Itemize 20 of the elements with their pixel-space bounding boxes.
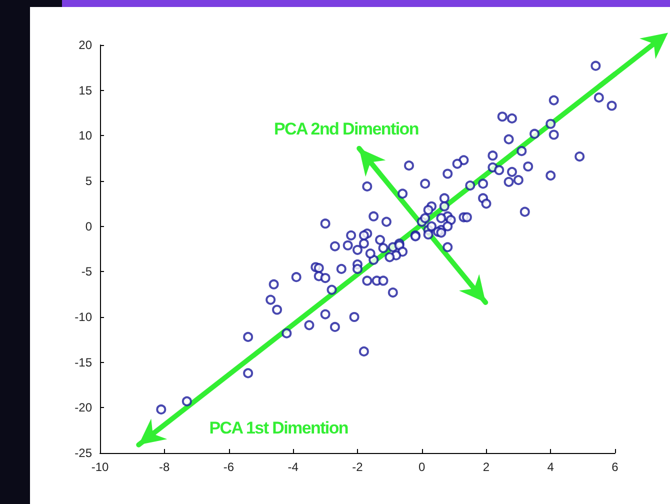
- y-tick-label: -5: [81, 264, 92, 279]
- y-tick-label: 20: [78, 38, 92, 52]
- y-tick-label: -25: [74, 446, 92, 460]
- x-tick-label: 6: [612, 460, 619, 474]
- y-tick-label: 0: [85, 219, 92, 234]
- y-tick-label: 5: [85, 174, 92, 188]
- y-tick-label: -15: [74, 355, 92, 370]
- x-tick-label: -2: [352, 460, 364, 474]
- y-tick-label: 10: [78, 128, 92, 143]
- y-tick-label: 15: [78, 83, 92, 98]
- annotation: PCA 1st Dimention: [209, 418, 348, 438]
- x-tick-label: -8: [159, 460, 170, 474]
- x-tick-label: -6: [223, 460, 234, 474]
- x-tick-label: 2: [482, 460, 490, 474]
- y-tick-label: -10: [74, 310, 92, 324]
- x-tick-label: -4: [288, 460, 299, 474]
- annotation: PCA 2nd Dimention: [274, 119, 419, 138]
- x-tick-label: 0: [418, 460, 426, 474]
- x-tick-label: 4: [547, 460, 554, 474]
- y-tick-label: -20: [74, 400, 92, 415]
